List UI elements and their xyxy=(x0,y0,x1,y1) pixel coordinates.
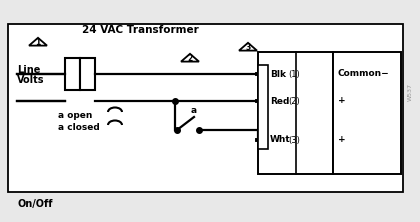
Text: 2: 2 xyxy=(187,54,193,63)
Text: (1): (1) xyxy=(288,69,300,79)
Text: Volts: Volts xyxy=(17,75,45,85)
Text: Blk: Blk xyxy=(270,69,286,79)
Text: a: a xyxy=(191,105,197,115)
Text: 1: 1 xyxy=(35,38,41,46)
Text: +: + xyxy=(338,135,346,143)
Bar xyxy=(258,65,268,149)
Bar xyxy=(8,24,403,192)
Bar xyxy=(333,52,401,174)
Text: (2): (2) xyxy=(288,97,300,105)
Text: W537: W537 xyxy=(407,83,412,101)
Bar xyxy=(80,58,95,90)
Text: Common−: Common− xyxy=(338,69,390,77)
Text: Line: Line xyxy=(17,65,40,75)
Text: 24 VAC Transformer: 24 VAC Transformer xyxy=(82,25,199,35)
Text: a closed: a closed xyxy=(58,123,100,133)
Bar xyxy=(65,58,80,90)
Text: (3): (3) xyxy=(288,135,300,145)
Text: Red: Red xyxy=(270,97,289,105)
Text: a open: a open xyxy=(58,111,92,119)
Text: +: + xyxy=(338,95,346,105)
Bar xyxy=(258,52,333,174)
Text: On/Off: On/Off xyxy=(18,199,53,209)
Text: 3: 3 xyxy=(245,42,251,52)
Text: Wht: Wht xyxy=(270,135,291,145)
